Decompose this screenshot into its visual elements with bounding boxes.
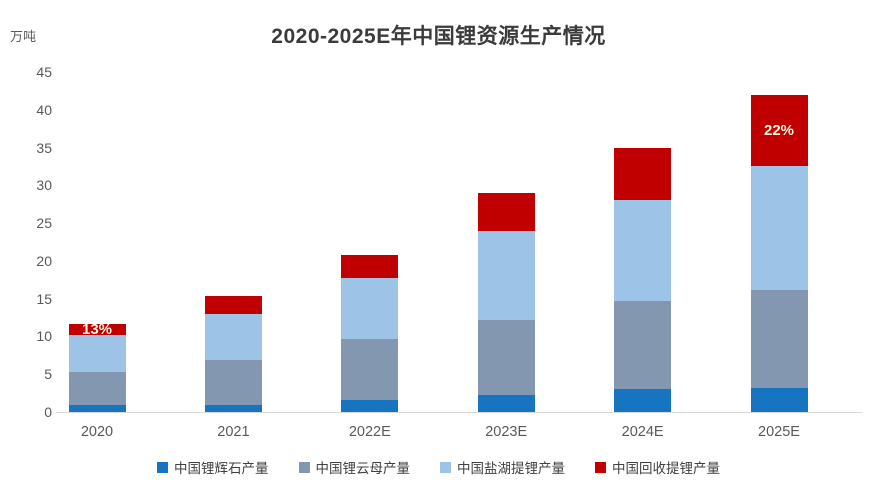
bar-segment: 13% — [68, 320, 126, 338]
bar-segment — [204, 313, 262, 360]
y-axis-tick-label: 5 — [44, 366, 52, 383]
x-axis-category-label: 2021 — [217, 424, 250, 440]
y-axis-tick-label: 30 — [36, 177, 52, 194]
bar-2024E — [614, 147, 672, 412]
bar-segment — [477, 319, 535, 396]
bar-segment — [477, 192, 535, 231]
bar-segment — [614, 200, 672, 301]
bar-2022E — [341, 254, 399, 412]
bar-segment — [341, 339, 399, 400]
x-axis-line — [56, 412, 862, 413]
bar-segment: 22% — [750, 94, 808, 167]
bar-segment — [341, 278, 399, 340]
y-axis-tick-label: 15 — [36, 290, 52, 307]
bar-segment — [614, 147, 672, 201]
bar-segment — [204, 359, 262, 406]
legend-swatch-icon — [595, 461, 606, 473]
legend-label: 中国盐湖提锂产量 — [457, 461, 565, 476]
legend-label: 中国锂云母产量 — [315, 461, 411, 476]
bar-segment — [68, 405, 126, 412]
bar-2020: 13% — [68, 320, 126, 412]
x-axis-category-label: 2023E — [485, 424, 528, 440]
legend-label: 中国锂辉石产量 — [174, 461, 269, 476]
bar-2023E — [477, 192, 535, 412]
y-axis-tick-label: 40 — [36, 101, 52, 118]
y-axis-tick-label: 45 — [36, 64, 52, 80]
bar-segment — [68, 334, 126, 372]
legend-item: 中国锂云母产量 — [298, 457, 411, 477]
segment-percentage-label: 22% — [763, 122, 795, 140]
legend-item: 中国回收提锂产量 — [595, 457, 720, 477]
bar-2025E: 22% — [750, 94, 808, 412]
y-axis-tick-label: 0 — [44, 404, 52, 420]
legend-item: 中国盐湖提锂产量 — [440, 457, 565, 477]
y-axis-tick-label: 25 — [36, 215, 52, 232]
chart-title: 2020-2025E年中国锂资源生产情况 — [271, 25, 606, 48]
x-axis-category-label: 2022E — [348, 424, 391, 440]
legend-swatch-icon — [440, 461, 451, 473]
bar-segment — [750, 166, 808, 290]
x-axis-category-label: 2025E — [758, 424, 800, 440]
bar-segment — [750, 387, 808, 412]
legend-swatch-icon — [157, 461, 168, 473]
bar-segment — [477, 230, 535, 320]
bar-2021 — [204, 295, 262, 412]
y-axis-tick-label: 20 — [36, 252, 52, 269]
bar-segment — [341, 399, 399, 412]
bar-segment — [341, 254, 399, 279]
bar-segment — [204, 405, 262, 412]
y-axis-unit-label: 万吨 — [10, 29, 37, 44]
x-axis-category-label: 2024E — [621, 424, 664, 440]
bar-segment — [614, 388, 672, 412]
legend-label: 中国回收提锂产量 — [612, 461, 720, 476]
bar-segment — [750, 289, 808, 388]
bar-segment — [614, 300, 672, 389]
y-axis-tick-label: 10 — [36, 328, 52, 345]
legend-swatch-icon — [298, 461, 310, 473]
bar-segment — [68, 371, 126, 406]
bar-segment — [477, 395, 535, 412]
legend: 中国锂辉石产量 中国锂云母产量 中国盐湖提锂产量 中国回收提锂产量 — [0, 457, 877, 477]
y-axis-tick-label: 35 — [36, 139, 52, 156]
bar-segment — [204, 295, 262, 314]
x-axis-category-label: 2020 — [80, 424, 114, 440]
segment-percentage-label: 13% — [81, 320, 113, 338]
legend-item: 中国锂辉石产量 — [157, 457, 269, 477]
